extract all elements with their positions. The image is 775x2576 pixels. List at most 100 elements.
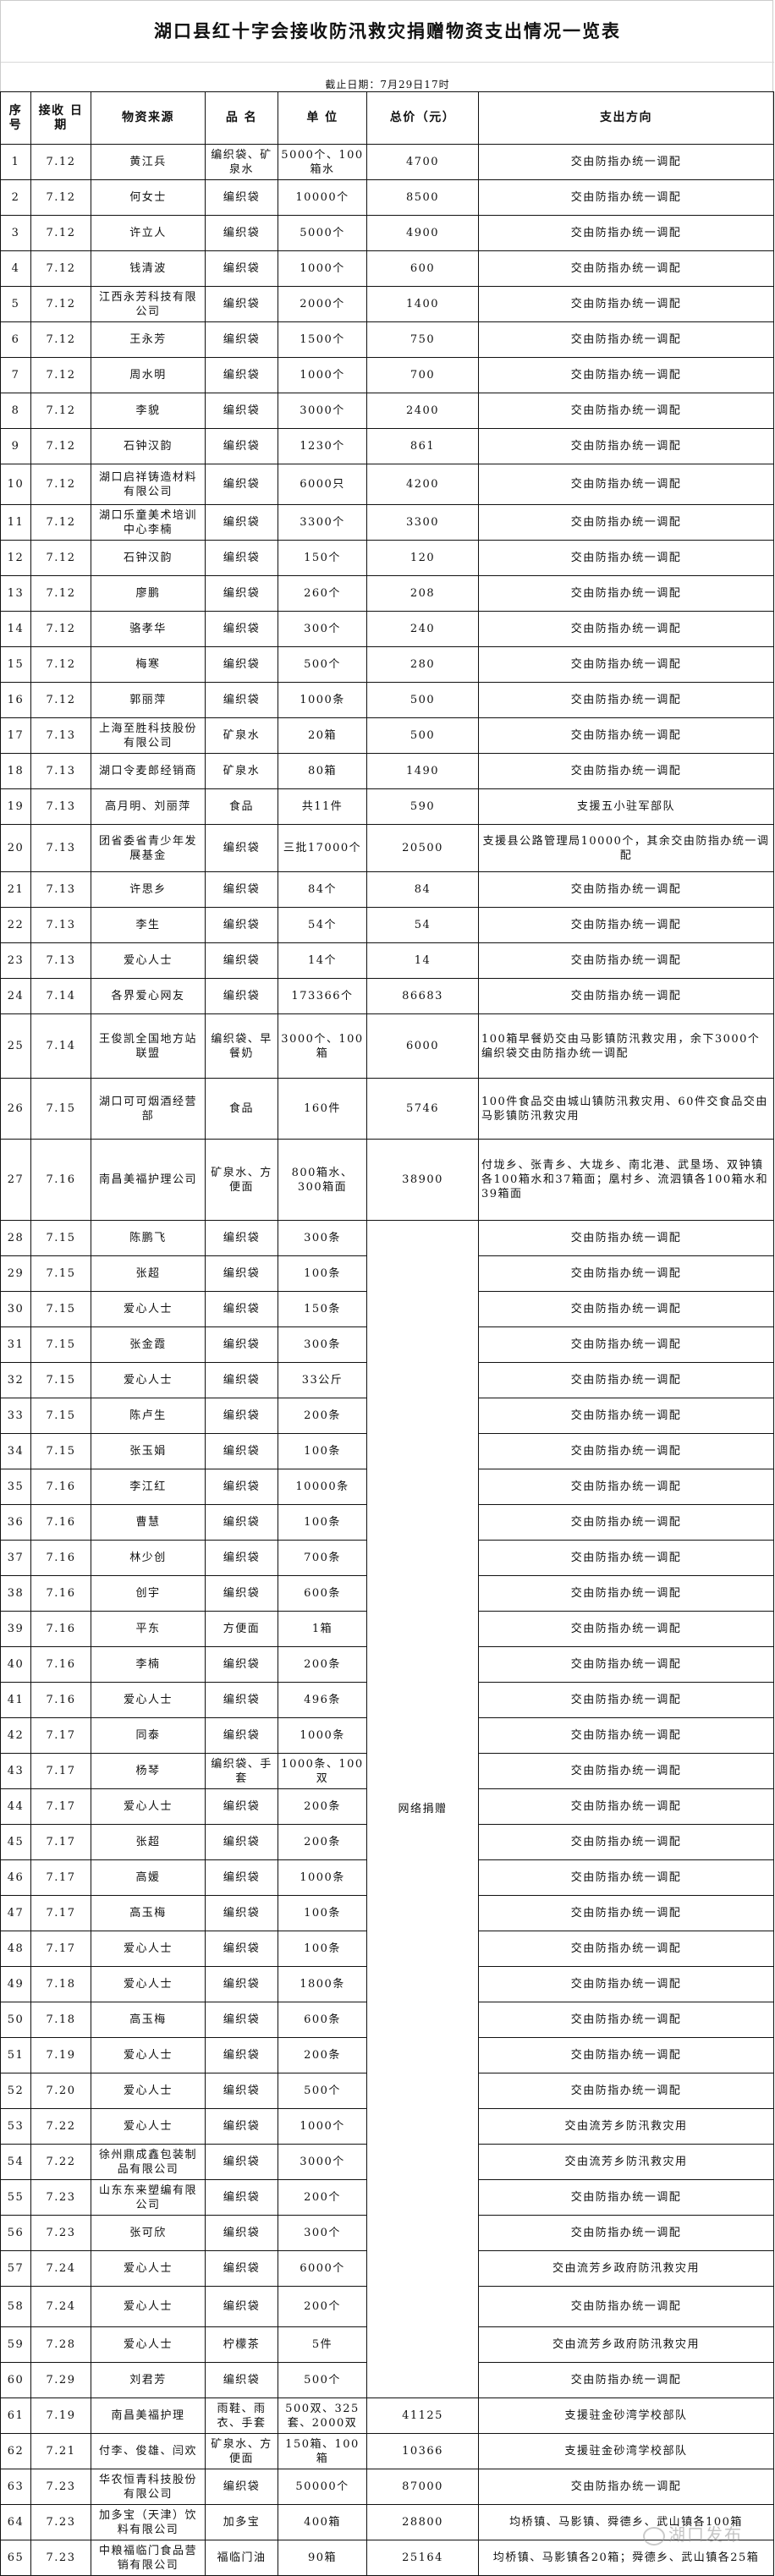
cell-date: 7.13 (30, 753, 91, 789)
cell-unit: 1800条 (278, 1966, 367, 2002)
table-row: 40 7.16 李楠 编织袋 200条 交由防指办统一调配 (0, 1646, 774, 1683)
cell-date: 7.12 (30, 428, 91, 464)
cell-item: 编织袋 (205, 393, 278, 429)
cell-item: 编织袋 (205, 504, 278, 541)
cell-item: 编织袋 (205, 1398, 278, 1434)
table-header-row: 序号 接收 日期 物资来源 品 名 单 位 总价（元） 支出方向 (0, 91, 774, 145)
col-header-direction: 支出方向 (478, 91, 774, 145)
col-header-total: 总价（元） (366, 91, 479, 145)
cell-item: 加多宝 (205, 2504, 278, 2540)
cell-source: 高月明、刘丽萍 (91, 788, 206, 825)
cell-source: 爱心人士 (91, 1682, 206, 1718)
cell-source: 爱心人士 (91, 1966, 206, 2002)
cell-direction: 交由防指办统一调配 (478, 942, 774, 979)
cell-unit: 100条 (278, 1504, 367, 1541)
cell-item: 福临门油 (205, 2540, 278, 2576)
cell-item: 编织袋 (205, 321, 278, 358)
table-row: 53 7.22 爱心人士 编织袋 1000个 交由流芳乡防汛救灾用 (0, 2108, 774, 2145)
cell-item: 编织袋 (205, 1255, 278, 1292)
cell-date: 7.20 (30, 2073, 91, 2109)
table-row: 30 7.15 爱心人士 编织袋 150条 交由防指办统一调配 (0, 1291, 774, 1327)
cell-source: 周水明 (91, 357, 206, 393)
cell-item: 编织袋 (205, 1682, 278, 1718)
cell-total: 240 (366, 611, 479, 647)
cell-item: 编织袋 (205, 1931, 278, 1967)
cell-item: 编织袋 (205, 215, 278, 251)
table-row: 14 7.12 骆孝华 编织袋 300个 240 交由防指办统一调配 (0, 611, 774, 647)
cell-unit: 496条 (278, 1682, 367, 1718)
table-row: 24 7.14 各界爱心网友 编织袋 173366个 86683 交由防指办统一调配 (0, 978, 774, 1014)
table-row: 8 7.12 李貌 编织袋 3000个 2400 交由防指办统一调配 (0, 393, 774, 429)
cell-unit: 共11件 (278, 788, 367, 825)
cell-index: 27 (0, 1139, 31, 1221)
cell-index: 11 (0, 504, 31, 541)
table-row: 13 7.12 廖鹏 编织袋 260个 208 交由防指办统一调配 (0, 575, 774, 612)
cell-item: 矿泉水、方便面 (205, 2433, 278, 2469)
cell-unit: 54个 (278, 907, 367, 943)
cell-item: 编织袋 (205, 1504, 278, 1541)
cell-total: 3300 (366, 504, 479, 541)
cell-date: 7.12 (30, 286, 91, 322)
table-row: 19 7.13 高月明、刘丽萍 食品 共11件 590 支援五小驻军部队 (0, 788, 774, 825)
cell-item: 编织袋 (205, 2286, 278, 2327)
cell-unit: 100条 (278, 1255, 367, 1292)
cell-direction: 交由防指办统一调配 (478, 611, 774, 647)
cell-total: 1400 (366, 286, 479, 322)
cell-unit: 700条 (278, 1540, 367, 1576)
cell-index: 2 (0, 179, 31, 216)
cell-unit: 300个 (278, 2215, 367, 2251)
cell-source: 张可欣 (91, 2215, 206, 2251)
cell-source: 钱清波 (91, 250, 206, 287)
cell-unit: 1箱 (278, 1611, 367, 1647)
cell-item: 编织袋 (205, 1291, 278, 1327)
table-row: 38 7.16 创宇 编织袋 600条 交由防指办统一调配 (0, 1575, 774, 1612)
cell-unit: 150箱、100箱 (278, 2433, 367, 2469)
cell-date: 7.16 (30, 1611, 91, 1647)
cell-date: 7.22 (30, 2108, 91, 2145)
cell-date: 7.12 (30, 540, 91, 576)
cell-source: 郭丽萍 (91, 682, 206, 718)
col-header-unit: 单 位 (278, 91, 367, 145)
cell-date: 7.13 (30, 871, 91, 908)
cell-direction: 交由防指办统一调配 (478, 1717, 774, 1754)
cell-index: 9 (0, 428, 31, 464)
cell-total: 38900 (366, 1139, 479, 1221)
cell-date: 7.12 (30, 215, 91, 251)
cell-item: 编织袋、矿泉水 (205, 144, 278, 180)
table-row: 36 7.16 曹慧 编织袋 100条 交由防指办统一调配 (0, 1504, 774, 1541)
cell-item: 编织袋 (205, 1895, 278, 1931)
cell-date: 7.12 (30, 321, 91, 358)
cell-total: 14 (366, 942, 479, 979)
cell-unit: 5000个、100箱水 (278, 144, 367, 180)
cell-source: 江西永芳科技有限公司 (91, 286, 206, 322)
cell-date: 7.17 (30, 1859, 91, 1896)
col-header-source: 物资来源 (91, 91, 206, 145)
cell-item: 编织袋 (205, 1220, 278, 1256)
cell-direction: 交由防指办统一调配 (478, 1753, 774, 1789)
cell-total: 600 (366, 250, 479, 287)
cell-source: 骆孝华 (91, 611, 206, 647)
cell-unit: 3300个 (278, 504, 367, 541)
table-row: 22 7.13 李生 编织袋 54个 54 交由防指办统一调配 (0, 907, 774, 943)
cell-source: 湖口可可烟酒经营部 (91, 1078, 206, 1140)
cell-direction: 交由防指办统一调配 (478, 1326, 774, 1363)
cell-source: 王俊凯全国地方站联盟 (91, 1013, 206, 1079)
cell-index: 16 (0, 682, 31, 718)
cell-date: 7.17 (30, 1824, 91, 1860)
cell-index: 19 (0, 788, 31, 825)
cell-direction: 交由防指办统一调配 (478, 504, 774, 541)
cell-unit: 500双、325套、2000双 (278, 2397, 367, 2434)
cell-unit: 100条 (278, 1895, 367, 1931)
cell-index: 32 (0, 1362, 31, 1398)
cell-index: 46 (0, 1859, 31, 1896)
cell-source: 爱心人士 (91, 942, 206, 979)
cell-direction: 交由防指办统一调配 (478, 179, 774, 216)
cell-index: 63 (0, 2469, 31, 2505)
cell-unit: 1500个 (278, 321, 367, 358)
cell-direction: 交由防指办统一调配 (478, 540, 774, 576)
cell-source: 同泰 (91, 1717, 206, 1754)
cell-date: 7.15 (30, 1362, 91, 1398)
cell-source: 爱心人士 (91, 1291, 206, 1327)
cell-source: 刘君芳 (91, 2362, 206, 2398)
cell-direction: 支援驻金砂湾学校部队 (478, 2433, 774, 2469)
